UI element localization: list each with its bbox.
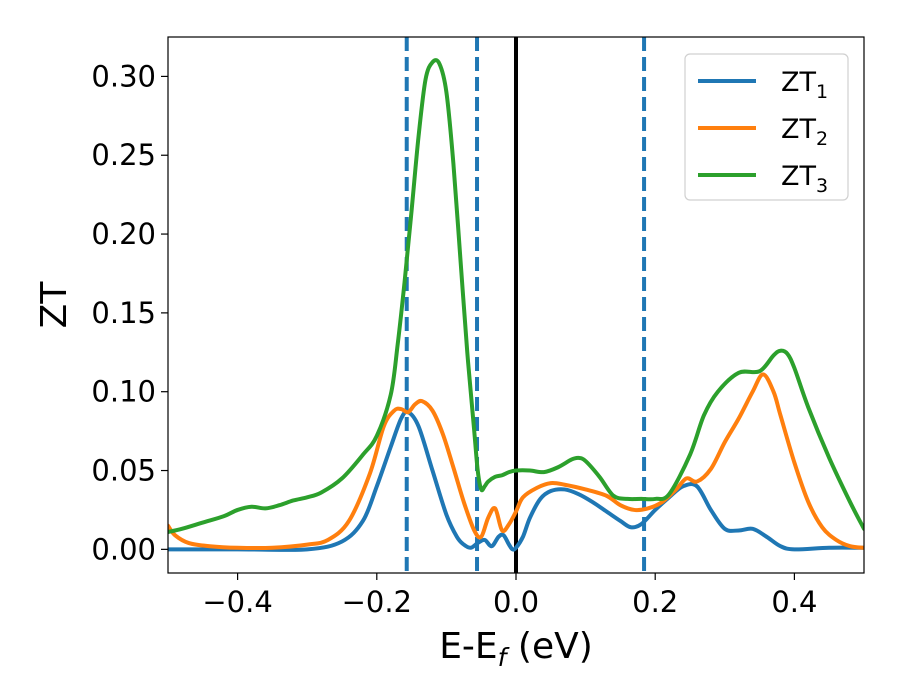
legend-label-zt1: ZT1 [781, 67, 828, 103]
legend: ZT1 ZT2 ZT3 [684, 53, 849, 201]
x-tick-label: 0.4 [771, 585, 817, 619]
y-tick-label: 0.00 [91, 532, 156, 566]
series-line-zt2 [168, 372, 864, 551]
legend-label-zt3: ZT3 [781, 161, 828, 197]
x-axis-label-main: E-E [439, 626, 497, 667]
x-tick-label: −0.4 [202, 585, 272, 619]
y-tick-label: 0.20 [91, 217, 156, 251]
axes: −0.4 −0.2 0.0 0.2 0.4 0.00 0.05 0.10 0.15 0.20 0.2… [91, 36, 865, 619]
y-tick-label: 0.05 [91, 454, 156, 488]
x-tick-label: −0.2 [342, 585, 412, 619]
legend-box [684, 53, 849, 201]
x-axis-label-tail: (eV) [506, 626, 592, 667]
y-tick-label: 0.10 [91, 375, 156, 409]
y-tick-label: 0.30 [91, 59, 156, 93]
x-tick-label: 0.2 [632, 585, 678, 619]
series-lines [168, 58, 864, 552]
x-axis-label: E-Ef (eV) [439, 626, 593, 672]
y-tick-label: 0.15 [91, 296, 156, 330]
series-line-zt3 [168, 58, 864, 535]
legend-label-zt2: ZT2 [781, 114, 828, 150]
y-axis-label: ZT [34, 281, 75, 329]
x-tick-label: 0.0 [493, 585, 539, 619]
y-tick-label: 0.25 [91, 138, 156, 172]
reference-lines [404, 37, 647, 573]
